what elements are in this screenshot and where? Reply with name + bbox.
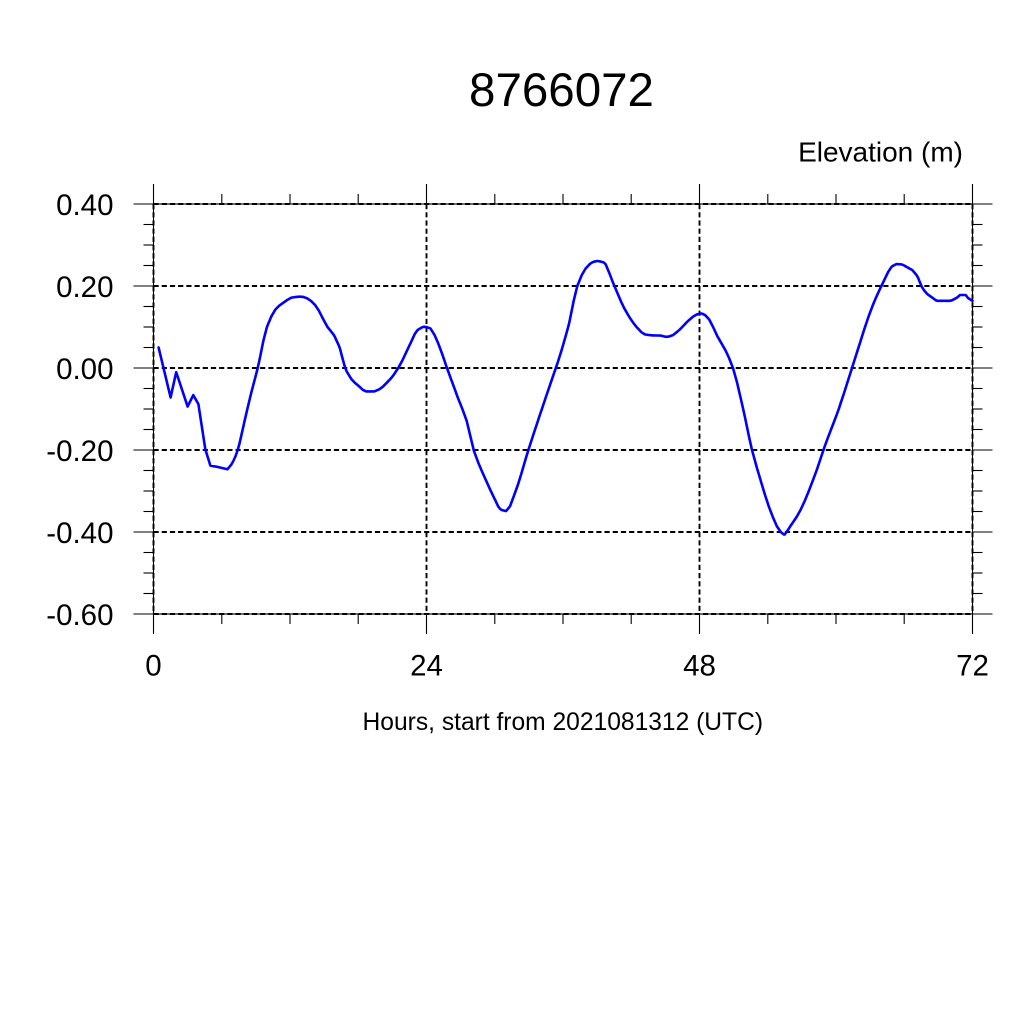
svg-text:72: 72: [956, 650, 989, 683]
svg-text:Elevation (m): Elevation (m): [798, 137, 963, 168]
svg-text:8766072: 8766072: [469, 64, 654, 117]
svg-text:-0.20: -0.20: [46, 435, 113, 468]
svg-text:0.20: 0.20: [56, 271, 113, 304]
svg-text:-0.40: -0.40: [46, 517, 113, 550]
svg-text:-0.60: -0.60: [46, 599, 113, 632]
svg-text:0: 0: [145, 650, 161, 683]
svg-text:24: 24: [410, 650, 443, 683]
svg-text:0.40: 0.40: [56, 189, 113, 222]
svg-text:0.00: 0.00: [56, 353, 113, 386]
svg-text:Hours, start from 2021081312 (: Hours, start from 2021081312 (UTC): [363, 709, 764, 736]
svg-text:48: 48: [683, 650, 716, 683]
